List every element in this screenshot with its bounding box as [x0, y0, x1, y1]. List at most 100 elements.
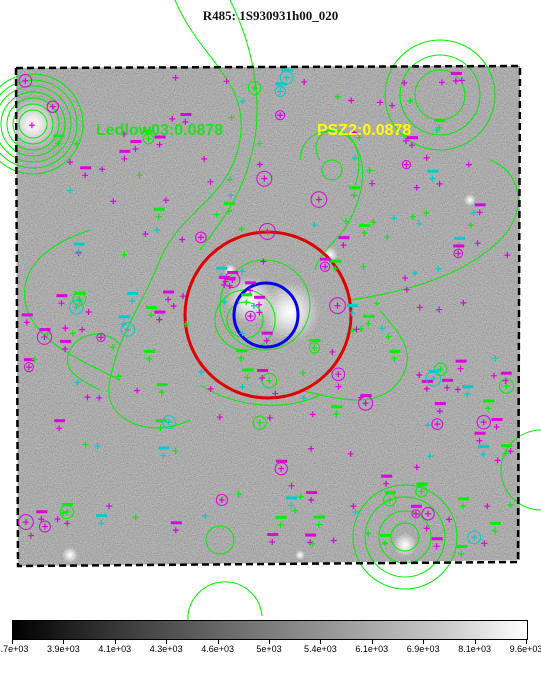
galaxy-marker: [129, 298, 136, 305]
galaxy-tag-marker: [53, 134, 65, 138]
galaxy-marker: [74, 379, 81, 386]
psz2-redshift-label: PSZ2:0.0878: [317, 122, 411, 139]
galaxy-tag-marker: [454, 236, 466, 240]
galaxy-marker: [377, 99, 384, 106]
galaxy-marker: [272, 390, 279, 397]
galaxy-marker: [389, 102, 396, 109]
galaxy-tag-marker: [474, 203, 486, 207]
galaxy-marker: [386, 496, 393, 503]
galaxy-tag-marker: [421, 379, 433, 383]
galaxy-marker: [311, 222, 318, 229]
galaxy-marker: [452, 77, 459, 84]
galaxy-tag-marker: [60, 339, 72, 343]
galaxy-marker: [59, 509, 66, 516]
galaxy-marker: [256, 301, 263, 308]
galaxy-marker: [251, 85, 258, 92]
galaxy-marker: [25, 364, 32, 371]
galaxy-tag-marker: [309, 338, 321, 342]
galaxy-tag-marker: [23, 358, 35, 362]
galaxy-marker: [492, 355, 499, 362]
galaxy-marker: [238, 355, 245, 362]
galaxy-ring-marker: [274, 85, 286, 98]
galaxy-marker: [300, 395, 307, 402]
galaxy-marker: [334, 93, 341, 100]
galaxy-marker: [64, 520, 71, 527]
galaxy-ring-marker: [161, 415, 176, 430]
galaxy-marker: [66, 187, 73, 194]
galaxy-marker: [277, 112, 284, 119]
galaxy-marker: [470, 209, 477, 216]
galaxy-tag-marker: [154, 135, 166, 139]
galaxy-marker: [158, 389, 165, 396]
galaxy-marker: [444, 384, 451, 391]
galaxy-marker: [75, 248, 82, 255]
galaxy-tag-marker: [242, 368, 254, 372]
galaxy-marker: [115, 373, 122, 380]
galaxy-marker: [300, 369, 307, 376]
galaxy-marker: [109, 344, 116, 351]
galaxy-marker: [315, 196, 322, 203]
galaxy-tag-marker: [500, 444, 512, 448]
galaxy-tag-marker: [489, 521, 501, 525]
galaxy-marker: [350, 192, 357, 199]
galaxy-marker: [157, 425, 164, 432]
galaxy-ring-marker: [476, 415, 491, 430]
galaxy-marker: [423, 385, 430, 392]
galaxy-marker: [62, 345, 69, 352]
galaxy-tag-marker: [61, 502, 73, 506]
galaxy-marker: [426, 453, 433, 460]
galaxy-tag-marker: [54, 419, 66, 423]
colorbar-tick-mark: [320, 640, 322, 644]
galaxy-marker: [256, 309, 263, 316]
galaxy-marker: [343, 218, 350, 225]
colorbar-tick-mark: [217, 640, 219, 644]
galaxy-marker: [56, 425, 63, 432]
galaxy-ring-marker: [38, 520, 51, 533]
galaxy-marker: [98, 520, 105, 527]
galaxy-marker: [201, 155, 208, 162]
galaxy-marker: [148, 312, 155, 319]
galaxy-tag-marker: [389, 349, 401, 353]
colorbar-tick-mark: [12, 640, 13, 644]
galaxy-marker: [239, 268, 246, 275]
galaxy-marker: [454, 386, 461, 393]
galaxy-tag-marker: [236, 349, 248, 353]
galaxy-marker: [207, 178, 214, 185]
galaxy-marker: [311, 344, 318, 351]
galaxy-marker: [437, 366, 444, 373]
galaxy-ring-marker: [142, 133, 155, 145]
galaxy-marker: [172, 74, 179, 81]
galaxy-marker: [179, 236, 186, 243]
galaxy-marker: [361, 230, 368, 237]
galaxy-marker: [156, 316, 163, 323]
galaxy-marker: [244, 374, 251, 381]
galaxy-marker: [156, 141, 163, 148]
field-boundary: [14, 64, 522, 568]
galaxy-ring-marker: [329, 297, 346, 315]
galaxy-marker: [459, 503, 466, 510]
colorbar-tick-label: 5e+03: [256, 644, 282, 654]
galaxy-marker: [63, 508, 70, 515]
colorbar-tick-label: 9.6e+03: [509, 644, 541, 654]
galaxy-marker: [385, 333, 392, 340]
galaxy-marker: [503, 383, 510, 390]
galaxy-marker: [197, 234, 204, 241]
galaxy-marker: [471, 534, 478, 541]
galaxy-marker: [79, 326, 86, 333]
galaxy-marker: [182, 321, 189, 328]
galaxy-marker: [49, 103, 56, 110]
galaxy-marker: [142, 230, 149, 237]
galaxy-tag-marker: [453, 244, 465, 248]
galaxy-marker: [110, 198, 117, 205]
galaxy-marker: [28, 122, 35, 129]
galaxy-tag-marker: [410, 504, 422, 508]
galaxy-marker: [94, 443, 101, 450]
galaxy-marker: [384, 234, 391, 241]
galaxy-tag-marker: [156, 383, 168, 387]
galaxy-marker: [429, 175, 436, 182]
galaxy-tag-marker: [154, 310, 166, 314]
galaxy-marker: [391, 355, 398, 362]
galaxy-marker: [379, 325, 386, 332]
galaxy-marker: [41, 523, 48, 530]
